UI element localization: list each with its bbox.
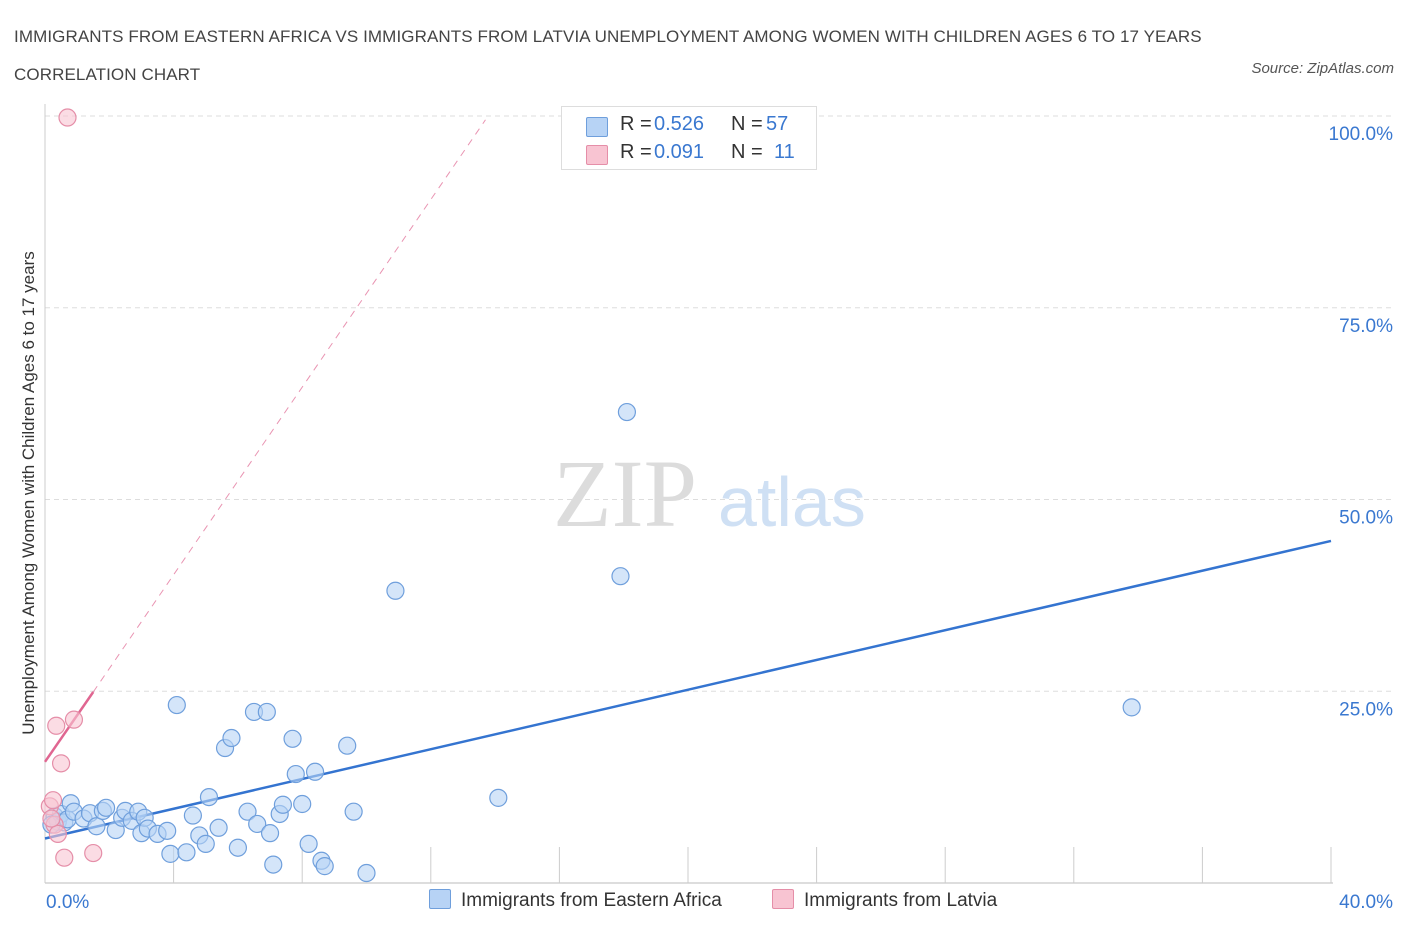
watermark-atlas: atlas [718, 463, 866, 541]
point-eastern-africa-29 [209, 818, 228, 837]
point-eastern-africa-45 [305, 762, 325, 781]
watermark: ZIP atlas [553, 440, 866, 547]
legend-n-label: N = [731, 141, 763, 163]
point-eastern-africa-32 [228, 838, 247, 857]
point-eastern-africa-47 [315, 857, 334, 876]
point-eastern-africa-22 [161, 844, 180, 863]
x-tick-label-max: 40.0% [1339, 892, 1393, 913]
point-eastern-africa-11 [96, 798, 116, 817]
series-swatch-eastern-africa [429, 889, 451, 909]
point-latvia-9 [84, 843, 103, 863]
grid-lines [45, 115, 1391, 692]
y-tick-label-0: 25.0% [1339, 699, 1393, 720]
correlation-legend: R = 0.526 N = 57 R = 0.091 N = 11 [561, 106, 817, 170]
trend-line-0 [44, 539, 1332, 840]
chart-title: IMMIGRANTS FROM EASTERN AFRICA VS IMMIGR… [14, 27, 1202, 84]
y-tick-label-3: 100.0% [1329, 124, 1394, 145]
x-tick-label-min: 0.0% [46, 892, 89, 913]
point-eastern-africa-55 [1122, 698, 1141, 717]
point-eastern-africa-50 [357, 863, 376, 883]
point-latvia-7 [58, 108, 77, 127]
source-label: Source: ZipAtlas.com [1251, 60, 1394, 77]
point-latvia-1 [43, 791, 63, 810]
legend-n-label: N = [731, 113, 763, 135]
series-name-eastern-africa: Immigrants from Eastern Africa [461, 890, 722, 911]
point-eastern-africa-54 [617, 402, 637, 422]
point-eastern-africa-21 [158, 821, 177, 840]
point-eastern-africa-35 [248, 814, 267, 834]
point-eastern-africa-28 [199, 787, 219, 807]
point-eastern-africa-51 [386, 581, 405, 600]
legend-r-value: 0.526 [654, 113, 705, 135]
point-eastern-africa-48 [338, 736, 357, 755]
point-eastern-africa-31 [222, 728, 241, 748]
point-eastern-africa-23 [167, 695, 186, 715]
tick-labels: 25.0% 50.0% 75.0% 100.0% 0.0% 40.0% [46, 124, 1393, 913]
point-eastern-africa-38 [264, 855, 283, 874]
watermark-zip: ZIP [553, 440, 697, 547]
y-tick-label-1: 50.0% [1339, 508, 1393, 529]
point-latvia-5 [51, 754, 71, 773]
legend-r-label: R = [620, 141, 652, 163]
point-eastern-africa-24 [177, 843, 196, 862]
axes [44, 104, 1333, 884]
point-eastern-africa-43 [293, 794, 312, 814]
point-eastern-africa-25 [183, 806, 202, 825]
legend-swatch-eastern-africa [586, 117, 608, 137]
point-eastern-africa-42 [286, 764, 305, 784]
legend-r-value: 0.091 [654, 141, 705, 163]
legend-n-value: 57 [766, 113, 789, 135]
data-points [40, 108, 1141, 883]
y-axis-label: Unemployment Among Women with Children A… [19, 251, 38, 735]
point-eastern-africa-44 [299, 834, 318, 853]
point-eastern-africa-33 [238, 802, 257, 821]
point-latvia-3 [48, 824, 67, 844]
y-tick-label-2: 75.0% [1339, 316, 1393, 337]
legend-swatch-latvia [586, 145, 608, 165]
series-legend-latvia: Immigrants from Latvia [772, 889, 997, 912]
point-eastern-africa-36 [257, 702, 276, 722]
series-legend-eastern-africa: Immigrants from Eastern Africa [429, 889, 722, 912]
point-latvia-10 [42, 809, 61, 828]
point-eastern-africa-37 [260, 824, 280, 843]
point-eastern-africa-49 [344, 802, 363, 821]
point-eastern-africa-27 [196, 834, 215, 853]
legend-n-value: 11 [774, 141, 795, 163]
point-eastern-africa-41 [283, 729, 302, 748]
trend-line-2 [92, 119, 486, 693]
point-eastern-africa-9 [87, 817, 106, 836]
point-eastern-africa-52 [489, 788, 508, 807]
series-swatch-latvia [772, 889, 794, 909]
series-name-latvia: Immigrants from Latvia [804, 890, 998, 911]
point-eastern-africa-40 [273, 795, 293, 814]
legend-r-label: R = [620, 113, 652, 135]
point-latvia-6 [55, 848, 74, 867]
point-latvia-4 [47, 716, 66, 735]
point-latvia-8 [64, 710, 84, 729]
point-eastern-africa-53 [611, 567, 630, 586]
